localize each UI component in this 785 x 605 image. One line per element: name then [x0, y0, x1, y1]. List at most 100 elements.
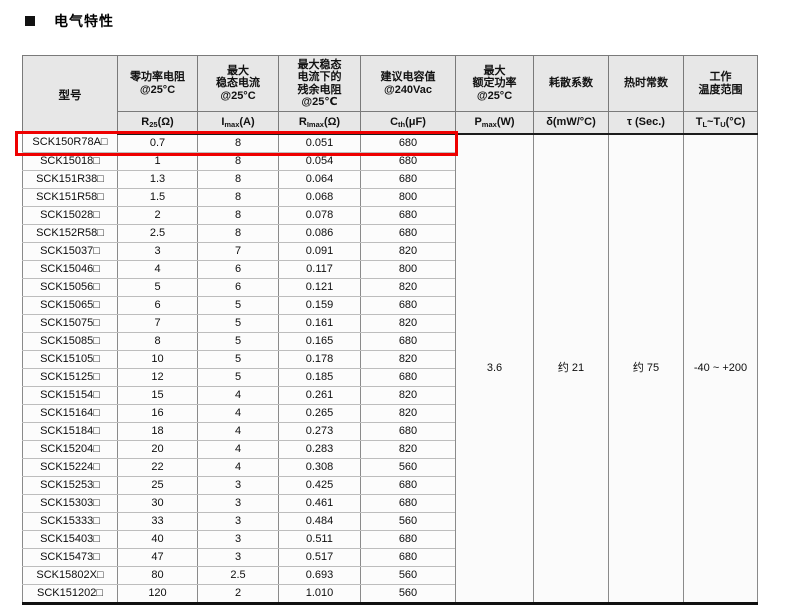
header-line: @240Vac [383, 83, 433, 96]
table-row: SCK15224□ 22 4 0.308 560 [22, 457, 758, 477]
unit-text: (W) [496, 115, 515, 128]
imax-cell: 4 [197, 403, 279, 423]
table-row: SCK15154□ 15 4 0.261 820 [22, 385, 758, 405]
header-line: 最大 [483, 64, 506, 77]
table-row: SCK15303□ 30 3 0.461 680 [22, 493, 758, 513]
unit-header-2: RImax(Ω) [278, 111, 361, 135]
table-body: SCK150R78A□ 0.7 8 0.051 680 3.6 约 21 约 75 -40 ~ … [22, 133, 758, 604]
imax-cell: 5 [197, 367, 279, 387]
imax-cell: 4 [197, 439, 279, 459]
header-line: @25°C [139, 83, 176, 96]
column-header-7: 工作 温度范围 [683, 55, 758, 112]
header-line: 稳态电流 [216, 77, 260, 90]
unit-text: T [695, 115, 703, 128]
model-cell: SCK150R78A□ [22, 133, 118, 153]
unit-subscript: max [224, 119, 240, 129]
rimax-cell: 0.117 [278, 259, 361, 279]
unit-text: (A) [239, 115, 255, 128]
unit-text: (Ω) [157, 115, 174, 128]
header-line: 耗散系数 [549, 77, 593, 90]
unit-text: I [221, 115, 225, 128]
table-row: SCK15065□ 6 5 0.159 680 [22, 295, 758, 315]
model-cell: SCK15802X□ [22, 565, 118, 585]
unit-header-3: Cth(μF) [360, 111, 456, 135]
header-row-main: 型号 零功率电阻 @25°C 最大 稳态电流 @25°C 最大稳态 电流下的 残余电阻 @25℃… [22, 55, 758, 134]
cth-cell: 820 [360, 403, 456, 423]
header-line: 最大稳态 [297, 58, 342, 71]
model-cell: SCK15028□ [22, 205, 118, 225]
r25-cell: 80 [117, 565, 198, 585]
rimax-cell: 0.511 [278, 529, 361, 549]
section-title-text: 电气特性 [54, 13, 114, 29]
unit-header-0: R25(Ω) [117, 111, 198, 135]
cth-cell: 820 [360, 349, 456, 369]
cth-cell: 680 [360, 223, 456, 243]
r25-cell: 3 [117, 241, 198, 261]
header-row-units: R25(Ω) Imax(A) RImax(Ω) Cth(μF) Pmax(W) δ(mW/… [23, 111, 758, 135]
table-row-highlighted: SCK150R78A□ 0.7 8 0.051 680 3.6 约 21 约 75 -40 ~ … [22, 133, 758, 603]
header-line: 残余电阻 [297, 83, 342, 96]
imax-cell: 8 [197, 169, 279, 189]
r25-cell: 33 [117, 511, 198, 531]
r25-cell: 30 [117, 493, 198, 513]
cth-cell: 680 [360, 133, 456, 153]
cth-cell: 820 [360, 439, 456, 459]
cth-cell: 820 [360, 385, 456, 405]
unit-header-7: TL~TU(°C) [683, 111, 758, 135]
imax-cell: 6 [197, 259, 279, 279]
imax-cell: 4 [197, 385, 279, 405]
unit-subscript: Imax [306, 119, 324, 129]
header-line: 零功率电阻 [130, 71, 185, 83]
imax-cell: 8 [197, 133, 279, 153]
rimax-cell: 1.010 [278, 583, 361, 604]
imax-cell: 5 [197, 295, 279, 315]
r25-cell: 1.5 [117, 187, 198, 207]
rimax-cell: 0.265 [278, 403, 361, 423]
imax-cell: 8 [197, 205, 279, 225]
section-title: 电气特性 [25, 11, 114, 31]
cth-cell: 680 [360, 367, 456, 387]
unit-text: R [298, 115, 307, 128]
model-cell: SCK151202□ [22, 583, 118, 604]
table-row: SCK15184□ 18 4 0.273 680 [22, 421, 758, 441]
table-row: SCK15333□ 33 3 0.484 560 [22, 511, 758, 531]
imax-cell: 8 [197, 187, 279, 207]
rimax-cell: 0.054 [278, 151, 361, 171]
table-row: SCK15105□ 10 5 0.178 820 [22, 349, 758, 369]
imax-cell: 2.5 [197, 565, 279, 585]
r25-cell: 4 [117, 259, 198, 279]
rimax-cell: 0.078 [278, 205, 361, 225]
r25-cell: 47 [117, 547, 198, 567]
electrical-characteristics-table: 型号 零功率电阻 @25°C 最大 稳态电流 @25°C 最大稳态 电流下的 残余电阻 @25℃… [22, 55, 758, 605]
model-cell: SCK15473□ [22, 547, 118, 567]
unit-text: τ (Sec.) [627, 116, 665, 129]
r25-cell: 7 [117, 313, 198, 333]
column-header-1: 最大 稳态电流 @25°C [197, 55, 279, 112]
imax-cell: 8 [197, 223, 279, 243]
r25-cell: 22 [117, 457, 198, 477]
model-cell: SCK15403□ [22, 529, 118, 549]
cth-cell: 560 [360, 583, 456, 604]
rimax-cell: 0.461 [278, 493, 361, 513]
cth-cell: 680 [360, 493, 456, 513]
cth-cell: 800 [360, 187, 456, 207]
model-cell: SCK15154□ [22, 385, 118, 405]
rimax-cell: 0.261 [278, 385, 361, 405]
r25-cell: 40 [117, 529, 198, 549]
imax-cell: 3 [197, 547, 279, 567]
imax-cell: 5 [197, 349, 279, 369]
rimax-cell: 0.185 [278, 367, 361, 387]
rimax-cell: 0.308 [278, 457, 361, 477]
cth-cell: 820 [360, 313, 456, 333]
r25-cell: 1 [117, 151, 198, 171]
thermal_time_constant-merged-cell: 约 75 [608, 133, 684, 603]
model-cell: SCK15303□ [22, 493, 118, 513]
model-cell: SCK152R58□ [22, 223, 118, 243]
header-line: 最大 [227, 64, 249, 77]
unit-subscript: 25 [149, 119, 158, 129]
model-cell: SCK15204□ [22, 439, 118, 459]
r25-cell: 2.5 [117, 223, 198, 243]
rimax-cell: 0.159 [278, 295, 361, 315]
column-header-2: 最大稳态 电流下的 残余电阻 @25℃ [278, 55, 361, 112]
